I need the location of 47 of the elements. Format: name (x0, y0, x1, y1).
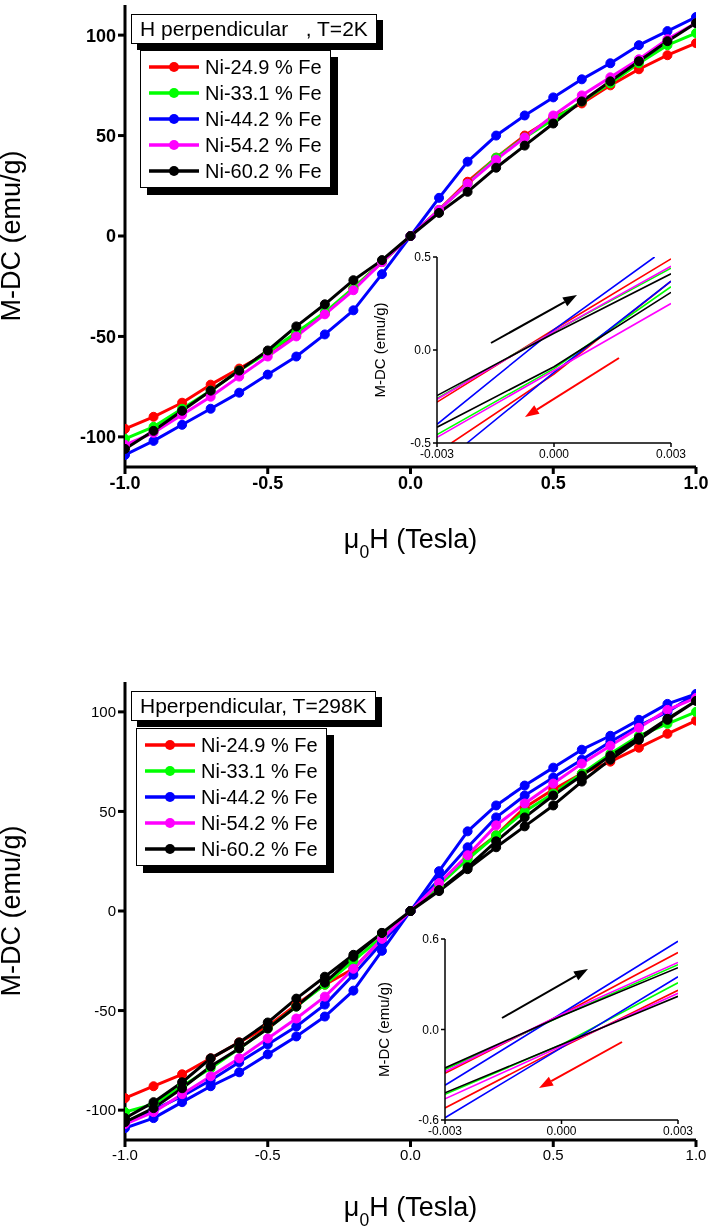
x-tick-label: -1.0 (112, 1145, 138, 1163)
x-tick-label: -0.003 (427, 1123, 463, 1138)
x-tick-label: -1.0 (109, 472, 141, 493)
legend-label: Ni-44.2 % Fe (201, 785, 318, 809)
legend-label: Ni-60.2 % Fe (205, 159, 322, 183)
legend-label: Ni-54.2 % Fe (205, 133, 322, 157)
y-tick-label: -100 (85, 1101, 116, 1119)
y-tick-label: 100 (85, 25, 116, 46)
x-axis-title: μ$_{0}$H (Tesla) (343, 524, 478, 562)
y-axis-title: M-DC (emu/g) (0, 825, 26, 997)
legend-label: Ni-33.1 % Fe (201, 759, 318, 783)
x-tick-label: 1.0 (683, 472, 709, 493)
y-tick-label: 100 (90, 703, 116, 721)
y-tick-label: 0.0 (414, 343, 432, 358)
y-tick-label: 0.5 (414, 250, 432, 265)
legend-label: Ni-60.2 % Fe (201, 837, 318, 861)
x-tick-label: -0.5 (254, 1145, 281, 1163)
x-axis-title: μ$_{0}$H (Tesla) (343, 1192, 478, 1228)
x-tick-label: 0.000 (538, 446, 570, 461)
y-tick-label: -50 (89, 326, 116, 347)
legend-label: Ni-24.9 % Fe (201, 733, 318, 757)
x-tick-label: 1.0 (685, 1145, 707, 1163)
x-tick-label: -0.003 (419, 446, 455, 461)
y-tick-label: -100 (79, 427, 116, 448)
annotation: H perpendicular , T=2K (131, 14, 377, 44)
legend-label: Ni-44.2 % Fe (205, 107, 322, 131)
x-tick-label: -0.5 (252, 472, 284, 493)
x-tick-label: 0.5 (540, 472, 566, 493)
y-tick-label: 0 (107, 902, 116, 920)
y-tick-label: -50 (94, 1001, 116, 1019)
legend-label: Ni-54.2 % Fe (201, 811, 318, 835)
x-tick-label: 0.003 (662, 1123, 694, 1138)
legend-label: Ni-24.9 % Fe (205, 55, 322, 79)
y-axis-title: M-DC (emu/g) (375, 981, 393, 1078)
y-tick-label: 0.0 (422, 1022, 440, 1037)
y-tick-label: 50 (99, 802, 116, 820)
x-tick-label: 0.000 (546, 1123, 577, 1138)
y-axis-title: M-DC (emu/g) (371, 302, 389, 398)
y-tick-label: 50 (95, 125, 116, 146)
y-tick-label: 0 (105, 226, 116, 247)
x-tick-label: 0.5 (542, 1145, 564, 1163)
y-tick-label: 0.6 (422, 932, 440, 947)
x-tick-label: 0.003 (655, 446, 687, 461)
y-axis-title: M-DC (emu/g) (0, 150, 26, 322)
x-tick-label: 0.0 (400, 1145, 421, 1163)
legend-label: Ni-33.1 % Fe (205, 81, 322, 105)
annotation: Hperpendicular, T=298K (131, 691, 376, 721)
